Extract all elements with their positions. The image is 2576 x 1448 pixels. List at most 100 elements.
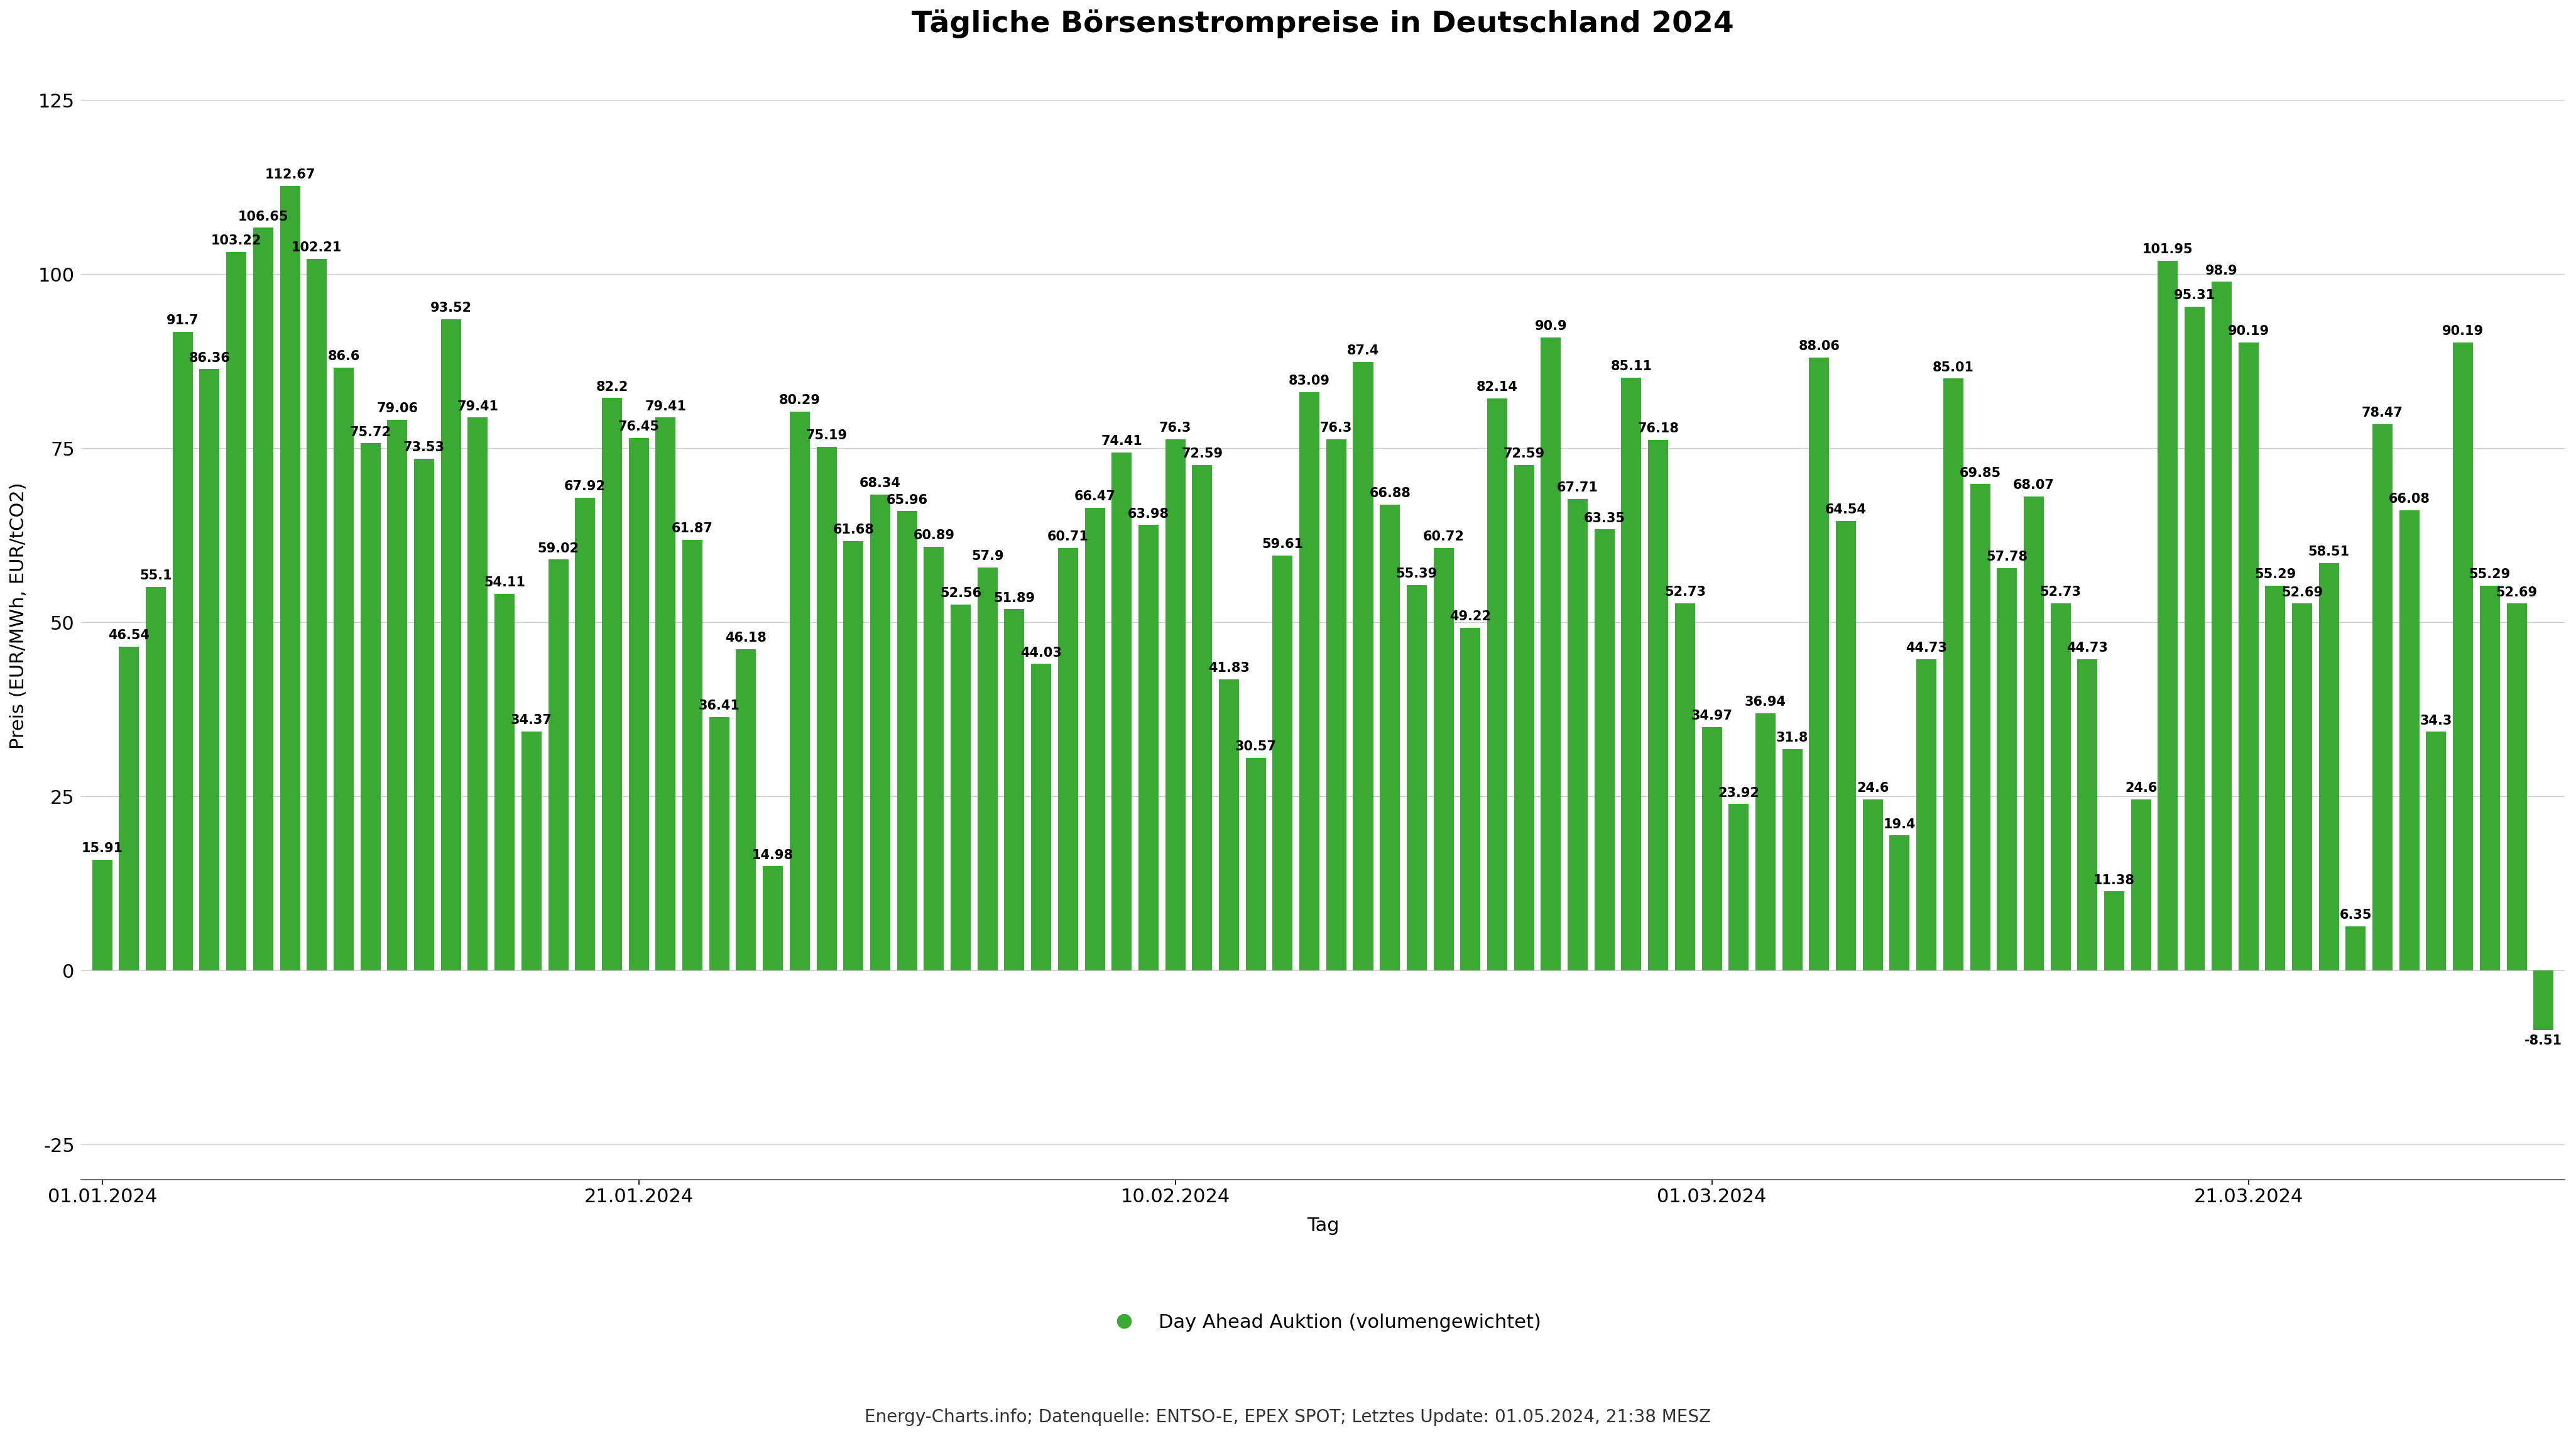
Bar — [762, 866, 783, 970]
Bar — [1164, 439, 1185, 970]
Bar — [1084, 508, 1105, 970]
Text: 55.29: 55.29 — [2468, 568, 2512, 581]
Text: 6.35: 6.35 — [2339, 909, 2372, 921]
Bar — [495, 594, 515, 970]
Bar — [1862, 799, 1883, 970]
Bar — [1783, 749, 1803, 970]
Text: 55.39: 55.39 — [1396, 568, 1437, 581]
Text: 52.69: 52.69 — [2496, 586, 2537, 599]
Text: 46.54: 46.54 — [108, 628, 149, 641]
Text: 57.9: 57.9 — [971, 550, 1005, 562]
Text: 75.19: 75.19 — [806, 430, 848, 442]
Bar — [1674, 604, 1695, 970]
Bar — [1218, 679, 1239, 970]
Bar — [896, 511, 917, 970]
Text: 112.67: 112.67 — [265, 168, 314, 181]
Bar — [173, 332, 193, 970]
Text: 63.35: 63.35 — [1584, 513, 1625, 524]
Bar — [147, 586, 165, 970]
Bar — [871, 495, 891, 970]
Text: 54.11: 54.11 — [484, 576, 526, 589]
Bar — [1891, 835, 1909, 970]
Text: 60.72: 60.72 — [1422, 530, 1463, 543]
Text: 60.71: 60.71 — [1048, 530, 1090, 543]
Text: 34.3: 34.3 — [2419, 714, 2452, 727]
Bar — [1837, 521, 1857, 970]
Bar — [1569, 500, 1587, 970]
Bar — [1113, 452, 1131, 970]
Bar — [2159, 261, 2177, 970]
Bar — [1515, 465, 1535, 970]
Bar — [1728, 804, 1749, 970]
Bar — [2347, 927, 2365, 970]
Text: 57.78: 57.78 — [1986, 550, 2027, 563]
Text: 102.21: 102.21 — [291, 242, 343, 253]
Text: 31.8: 31.8 — [1777, 731, 1808, 744]
Text: 74.41: 74.41 — [1100, 434, 1141, 447]
Text: 72.59: 72.59 — [1182, 447, 1224, 460]
Bar — [1381, 505, 1399, 970]
Text: 55.1: 55.1 — [139, 569, 173, 582]
Text: 44.73: 44.73 — [1906, 641, 1947, 654]
Bar — [1247, 757, 1265, 970]
Bar — [549, 559, 569, 970]
Text: 103.22: 103.22 — [211, 235, 263, 246]
Bar — [1917, 659, 1937, 970]
Text: 91.7: 91.7 — [167, 314, 198, 327]
Bar — [1298, 392, 1319, 970]
Bar — [2105, 892, 2125, 970]
Text: 82.14: 82.14 — [1476, 381, 1517, 394]
Bar — [1540, 337, 1561, 970]
Bar — [227, 252, 247, 970]
Text: 51.89: 51.89 — [994, 592, 1036, 604]
Text: 68.07: 68.07 — [2012, 479, 2056, 492]
Text: 60.89: 60.89 — [912, 529, 956, 542]
Bar — [386, 420, 407, 970]
Bar — [737, 649, 757, 970]
Bar — [2318, 563, 2339, 970]
Text: 34.97: 34.97 — [1690, 710, 1734, 723]
Text: 58.51: 58.51 — [2308, 546, 2349, 559]
Y-axis label: Preis (EUR/MWh, EUR/tCO2): Preis (EUR/MWh, EUR/tCO2) — [10, 482, 28, 749]
Bar — [469, 417, 487, 970]
Bar — [1486, 398, 1507, 970]
Bar — [361, 443, 381, 970]
Bar — [1273, 556, 1293, 970]
Bar — [1139, 526, 1159, 970]
Bar — [683, 540, 703, 970]
Text: 66.08: 66.08 — [2388, 492, 2429, 505]
Bar — [1030, 665, 1051, 970]
Text: 11.38: 11.38 — [2094, 875, 2136, 886]
Text: 73.53: 73.53 — [404, 442, 446, 453]
Bar — [708, 717, 729, 970]
Bar — [951, 605, 971, 970]
Text: 79.41: 79.41 — [644, 400, 685, 413]
Bar — [1461, 628, 1481, 970]
Bar — [198, 369, 219, 970]
Text: 95.31: 95.31 — [2174, 290, 2215, 303]
Text: 59.02: 59.02 — [538, 542, 580, 555]
Text: 78.47: 78.47 — [2362, 407, 2403, 420]
Bar — [1352, 362, 1373, 970]
Text: 59.61: 59.61 — [1262, 539, 1303, 550]
Bar — [842, 542, 863, 970]
Text: 86.36: 86.36 — [188, 352, 229, 365]
Text: 76.18: 76.18 — [1638, 423, 1680, 436]
Text: 52.73: 52.73 — [1664, 586, 1705, 598]
Bar — [1942, 378, 1963, 970]
Bar — [1327, 439, 1347, 970]
Text: 14.98: 14.98 — [752, 849, 793, 862]
Text: 82.2: 82.2 — [595, 381, 629, 394]
Text: 44.03: 44.03 — [1020, 646, 1061, 659]
Text: 19.4: 19.4 — [1883, 818, 1917, 831]
X-axis label: Tag: Tag — [1306, 1216, 1340, 1235]
Text: 52.69: 52.69 — [2282, 586, 2324, 599]
Text: 34.37: 34.37 — [510, 714, 551, 727]
Text: 85.01: 85.01 — [1932, 361, 1973, 374]
Text: 80.29: 80.29 — [778, 394, 819, 407]
Text: 61.87: 61.87 — [672, 523, 714, 534]
Bar — [1808, 358, 1829, 970]
Bar — [2372, 424, 2393, 970]
Text: 44.73: 44.73 — [2066, 641, 2107, 654]
Text: 75.72: 75.72 — [350, 426, 392, 439]
